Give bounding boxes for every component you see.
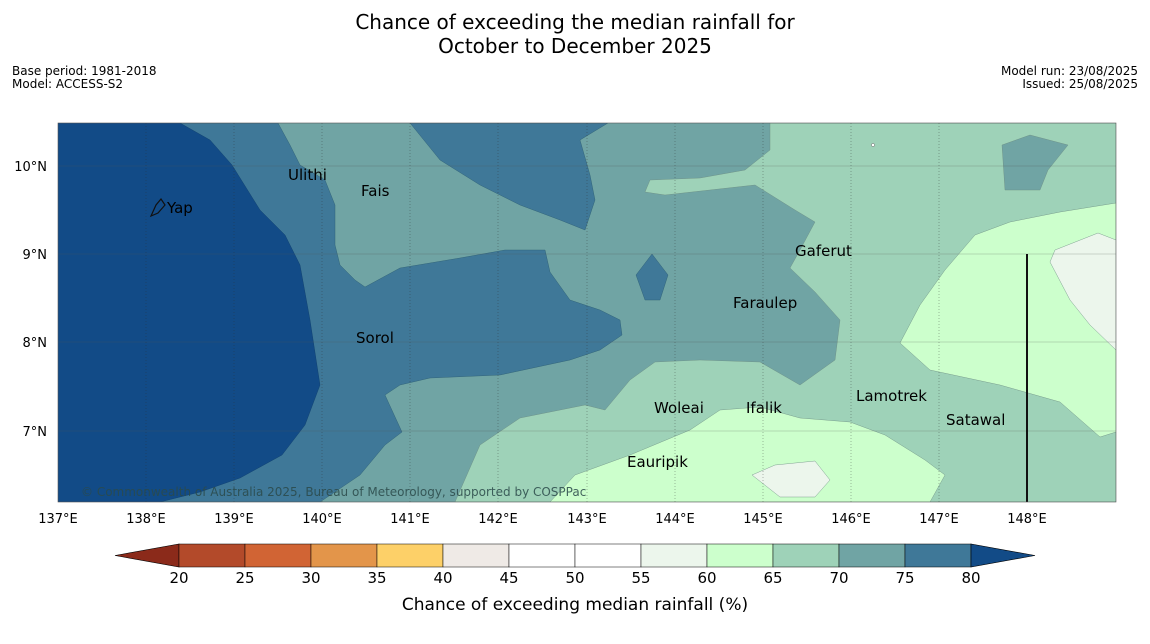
band-60-65-south (549, 406, 946, 502)
lat-label: 8°N (23, 336, 48, 351)
colorbar-segment (508, 543, 576, 568)
yap-island-shape (149, 197, 166, 218)
lon-label: 138°E (126, 512, 166, 527)
model-text: Model: ACCESS-S2 (12, 77, 124, 91)
lon-label: 148°E (1007, 512, 1047, 527)
lon-label: 139°E (214, 512, 254, 527)
colorbar-segment (574, 543, 642, 568)
colorbar (114, 543, 1036, 568)
model-run-text: Model run: 23/08/2025 (1000, 64, 1138, 78)
lon-label: 141°E (390, 512, 430, 527)
colorbar-segment (640, 543, 708, 568)
colorbar-ticks: 20 25 30 35 40 45 50 55 60 65 70 75 80 (169, 569, 980, 587)
base-period-text: Base period: 1981-2018 (12, 64, 157, 78)
title-line-2: October to December 2025 (438, 34, 712, 58)
colorbar-tick-label: 30 (301, 569, 320, 587)
colorbar-segment (772, 543, 840, 568)
colorbar-tick-label: 20 (169, 569, 188, 587)
colorbar-segment (376, 543, 444, 568)
grid-lines (145, 123, 940, 502)
place-ulithi: Ulithi (288, 166, 327, 184)
place-eauripik: Eauripik (627, 453, 688, 471)
colorbar-segment (442, 543, 510, 568)
band-55-60-south (751, 460, 831, 498)
meta-left: Base period: 1981-2018 Model: ACCESS-S2 (12, 65, 157, 91)
place-woleai: Woleai (654, 399, 704, 417)
lon-label: 147°E (919, 512, 959, 527)
colorbar-segment (244, 543, 312, 568)
place-fais: Fais (361, 182, 390, 200)
band-65-70 (454, 123, 1116, 502)
lon-label: 137°E (38, 512, 78, 527)
colorbar-tick-label: 75 (895, 569, 914, 587)
issued-text: Issued: 25/08/2025 (1022, 77, 1138, 91)
colorbar-tick-label: 60 (697, 569, 716, 587)
lat-label: 9°N (23, 248, 48, 263)
colorbar-tick-label: 25 (235, 569, 254, 587)
band-75-80-north (409, 123, 609, 231)
band-75-80-blob (635, 253, 669, 301)
copyright-text: © Commonwealth of Australia 2025, Bureau… (81, 485, 586, 499)
lat-label: 7°N (23, 425, 48, 440)
colorbar-segment (310, 543, 378, 568)
place-labels: Yap Ulithi Fais Gaferut Faraulep Sorol L… (166, 166, 1005, 471)
colorbar-segment (838, 543, 906, 568)
place-faraulep: Faraulep (733, 294, 797, 312)
colorbar-tick-label: 40 (433, 569, 452, 587)
lon-label: 145°E (743, 512, 783, 527)
place-gaferut: Gaferut (795, 242, 852, 260)
colorbar-tick-label: 45 (499, 569, 518, 587)
place-lamotrek: Lamotrek (856, 387, 927, 405)
colorbar-extend-high (970, 543, 1036, 568)
map-title: Chance of exceeding the median rainfall … (0, 10, 1150, 58)
place-sorol: Sorol (356, 329, 394, 347)
band-70-75-ne-patch (1001, 134, 1069, 191)
colorbar-tick-label: 65 (763, 569, 782, 587)
colorbar-segment (178, 543, 246, 568)
colorbar-segment (904, 543, 972, 568)
colorbar-tick-label: 80 (961, 569, 980, 587)
latitude-labels: 10°N 9°N 8°N 7°N (14, 160, 47, 440)
colorbar-tick-label: 50 (565, 569, 584, 587)
place-ifalik: Ifalik (746, 399, 782, 417)
longitude-labels: 137°E 138°E 139°E 140°E 141°E 142°E 143°… (38, 512, 1047, 527)
band-55-60-east (1049, 232, 1116, 351)
lat-label: 10°N (14, 160, 47, 175)
place-satawal: Satawal (946, 411, 1005, 429)
lon-label: 140°E (302, 512, 342, 527)
lon-label: 143°E (567, 512, 607, 527)
colorbar-tick-label: 70 (829, 569, 848, 587)
island-dot (871, 143, 875, 147)
colorbar-tick-label: 55 (631, 569, 650, 587)
lon-label: 146°E (831, 512, 871, 527)
meta-right: Model run: 23/08/2025 Issued: 25/08/2025 (1001, 65, 1138, 91)
lat-grid-lines (58, 165, 1116, 432)
colorbar-tick-label: 35 (367, 569, 386, 587)
colorbar-segment (706, 543, 774, 568)
map-frame (57, 122, 1117, 503)
lon-label: 144°E (655, 512, 695, 527)
legend-title: Chance of exceeding median rainfall (%) (402, 595, 748, 615)
colorbar-extend-low (114, 543, 180, 568)
band-above-80 (58, 123, 321, 502)
lon-label: 142°E (478, 512, 518, 527)
place-yap: Yap (166, 199, 193, 217)
title-line-1: Chance of exceeding the median rainfall … (355, 10, 795, 34)
